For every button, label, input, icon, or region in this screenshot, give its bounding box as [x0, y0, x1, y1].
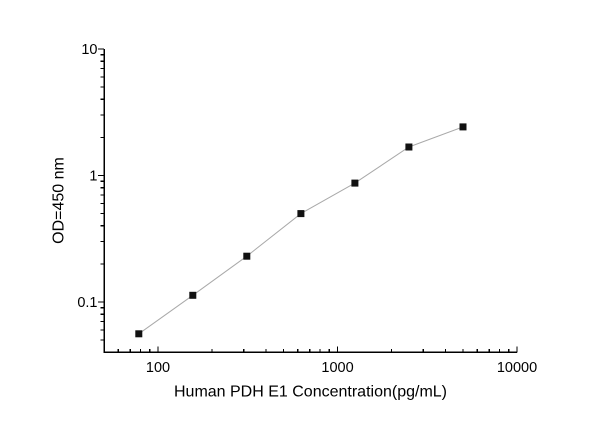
series-standard-curve — [135, 123, 467, 338]
y-tick-label: 0.1 — [77, 295, 97, 311]
axes-layer — [98, 48, 518, 354]
x-tick-label: 10000 — [497, 360, 537, 376]
data-point-marker — [405, 143, 413, 151]
data-point-marker — [135, 330, 143, 338]
x-axis-title: Human PDH E1 Concentration(pg/mL) — [174, 384, 447, 401]
x-tick-label: 1000 — [321, 360, 353, 376]
x-tick-label: 100 — [146, 360, 170, 376]
y-tick-label: 1 — [89, 168, 97, 184]
data-series-layer — [135, 123, 467, 338]
axis-spines — [103, 49, 517, 354]
tick-label-layer: 100 1000 10000 10 1 0.1 — [77, 42, 537, 376]
data-point-marker — [459, 123, 467, 131]
data-point-marker — [189, 291, 197, 299]
y-axis-title: OD=450 nm — [51, 157, 68, 244]
y-tick-label: 10 — [81, 42, 97, 58]
data-point-marker — [243, 252, 251, 260]
data-point-marker — [351, 179, 359, 187]
data-point-marker — [297, 210, 305, 218]
series-line — [138, 126, 464, 335]
